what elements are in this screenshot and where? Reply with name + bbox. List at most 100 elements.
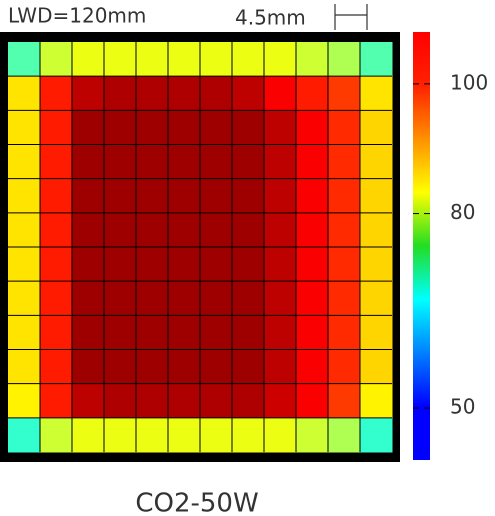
heat-cell [200,383,233,419]
scale-label: 4.5mm [235,6,306,30]
heat-cell [200,349,233,385]
heat-cell [200,212,233,248]
heat-cell [200,281,233,316]
heat-cell [296,178,329,214]
heat-cell [72,42,105,77]
heat-cell [104,42,137,77]
scale-bar [334,4,368,30]
heat-cell [200,144,233,180]
heat-cell [296,42,329,77]
heat-cell [8,417,41,453]
heat-cell [360,417,393,453]
heat-cell [8,178,41,214]
heat-cell [8,315,41,350]
heat-cell [168,315,201,350]
heat-cell [168,349,201,385]
heat-cell [360,144,393,180]
heat-cell [104,417,137,453]
heat-cell [104,110,137,145]
heat-cell [40,315,73,350]
heat-cell [232,76,265,111]
heat-cell [168,144,201,180]
heat-cell [104,315,137,350]
heat-cell [296,110,329,145]
heat-cell [136,417,169,453]
heat-cell [264,315,297,350]
heat-cell [328,383,361,419]
heat-cell [168,417,201,453]
heat-cell [200,315,233,350]
heat-cell [136,349,169,385]
heat-cell [104,178,137,214]
heat-cell [136,212,169,248]
heat-cell [200,110,233,145]
heat-cell [296,247,329,282]
heat-cell [72,383,105,419]
heat-cell [264,144,297,180]
heat-cell [360,281,393,316]
heat-cell [168,212,201,248]
heat-cell [8,212,41,248]
heat-cell [328,315,361,350]
heat-cell [200,417,233,453]
heat-cell [8,383,41,419]
heat-cell [328,178,361,214]
heat-cell [264,281,297,316]
heat-cell [136,383,169,419]
colorbar [413,32,430,460]
heat-cell [40,110,73,145]
heat-cell [328,144,361,180]
heat-cell [104,144,137,180]
heat-cell [136,110,169,145]
heat-cell [296,76,329,111]
heat-cell [40,281,73,316]
heat-cell [168,110,201,145]
heat-cell [360,110,393,145]
heat-cell [168,178,201,214]
heat-cell [328,76,361,111]
heat-cell [232,110,265,145]
heat-cell [264,110,297,145]
heat-cell [8,42,41,77]
heat-cell [40,144,73,180]
heat-cell [360,76,393,111]
heat-cell [264,42,297,77]
heat-cell [168,281,201,316]
heat-cell [72,417,105,453]
heat-cell [104,76,137,111]
heat-cell [264,178,297,214]
heat-cell [104,247,137,282]
heat-cell [232,383,265,419]
heat-cell [104,349,137,385]
heat-cell [264,212,297,248]
heat-cell [296,281,329,316]
heat-cell [232,144,265,180]
heat-cell [104,281,137,316]
heat-cell [232,281,265,316]
heat-cell [72,212,105,248]
heat-cell [360,42,393,77]
heat-cell [8,110,41,145]
heat-cell [264,417,297,453]
colorbar-tick-label: 100 [450,70,488,94]
heat-cell [328,212,361,248]
heat-cell [168,247,201,282]
heat-cell [8,281,41,316]
heat-cell [40,76,73,111]
heat-cell [136,76,169,111]
heat-cell [72,178,105,214]
heat-cell [232,178,265,214]
heat-cell [72,144,105,180]
heat-cell [136,247,169,282]
caption: CO2-50W [135,489,258,516]
heat-cell [328,247,361,282]
heat-cell [136,315,169,350]
heat-cell [232,42,265,77]
heat-cell [72,315,105,350]
heat-cell [328,349,361,385]
heat-cell [360,247,393,282]
heat-cell [8,144,41,180]
heat-cell [360,212,393,248]
heat-cell [40,212,73,248]
